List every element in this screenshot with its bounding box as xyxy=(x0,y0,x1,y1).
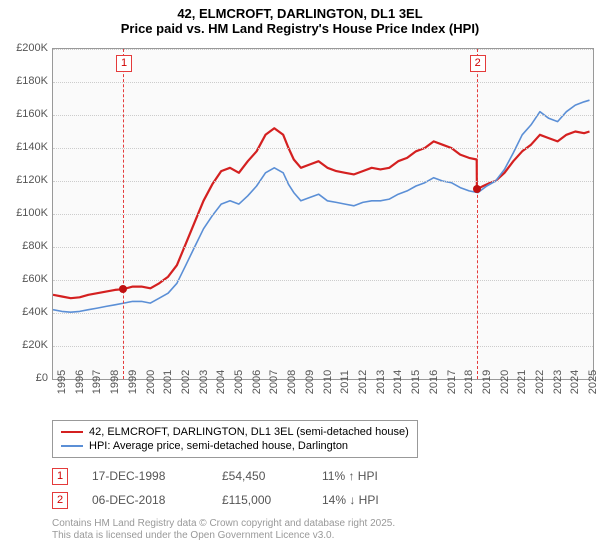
x-axis-label: 1995 xyxy=(56,370,68,394)
x-axis-label: 2002 xyxy=(180,370,192,394)
x-axis-label: 2014 xyxy=(392,370,404,394)
event-date-2: 06-DEC-2018 xyxy=(92,493,222,507)
x-axis-label: 2009 xyxy=(304,370,316,394)
y-axis-label: £200K xyxy=(4,42,48,54)
x-axis-label: 2025 xyxy=(587,370,599,394)
gridline-h xyxy=(53,346,593,347)
x-axis-label: 2020 xyxy=(499,370,511,394)
gridline-h xyxy=(53,214,593,215)
x-axis-label: 2003 xyxy=(198,370,210,394)
x-axis-label: 2017 xyxy=(446,370,458,394)
legend-item-0: 42, ELMCROFT, DARLINGTON, DL1 3EL (semi-… xyxy=(61,425,409,439)
plot-area: 12 xyxy=(52,48,594,380)
event-price-2: £115,000 xyxy=(222,493,322,507)
event-badge-1: 1 xyxy=(52,468,68,485)
x-axis-label: 2022 xyxy=(534,370,546,394)
x-axis-label: 2024 xyxy=(569,370,581,394)
event-line xyxy=(123,49,124,379)
x-axis-label: 2007 xyxy=(268,370,280,394)
event-marker xyxy=(473,185,481,193)
title-block: 42, ELMCROFT, DARLINGTON, DL1 3EL Price … xyxy=(0,0,600,36)
x-axis-label: 2011 xyxy=(339,370,351,394)
footer: Contains HM Land Registry data © Crown c… xyxy=(52,518,395,542)
event-diff-2: 14% ↓ HPI xyxy=(322,493,412,507)
y-axis-label: £20K xyxy=(4,339,48,351)
event-row-1: 1 17-DEC-1998 £54,450 11% ↑ HPI xyxy=(52,464,412,488)
gridline-h xyxy=(53,115,593,116)
event-price-1: £54,450 xyxy=(222,469,322,483)
gridline-h xyxy=(53,82,593,83)
event-date-1: 17-DEC-1998 xyxy=(92,469,222,483)
x-axis-label: 2016 xyxy=(428,370,440,394)
legend-item-1: HPI: Average price, semi-detached house,… xyxy=(61,439,409,453)
footer-line1: Contains HM Land Registry data © Crown c… xyxy=(52,518,395,530)
y-axis-label: £60K xyxy=(4,273,48,285)
event-marker xyxy=(119,285,127,293)
x-axis-label: 2006 xyxy=(251,370,263,394)
x-axis-label: 1997 xyxy=(91,370,103,394)
x-axis-label: 2021 xyxy=(516,370,528,394)
x-axis-label: 2010 xyxy=(322,370,334,394)
x-axis-label: 1999 xyxy=(127,370,139,394)
gridline-h xyxy=(53,148,593,149)
event-badge-2: 2 xyxy=(52,492,68,509)
title-line1: 42, ELMCROFT, DARLINGTON, DL1 3EL xyxy=(0,6,600,21)
title-line2: Price paid vs. HM Land Registry's House … xyxy=(0,21,600,36)
y-axis-label: £120K xyxy=(4,174,48,186)
gridline-h xyxy=(53,280,593,281)
legend-label-0: 42, ELMCROFT, DARLINGTON, DL1 3EL (semi-… xyxy=(89,425,409,439)
legend-swatch-0 xyxy=(61,431,83,433)
y-axis-label: £80K xyxy=(4,240,48,252)
event-diff-1: 11% ↑ HPI xyxy=(322,469,412,483)
gridline-h xyxy=(53,49,593,50)
x-axis-label: 2001 xyxy=(162,370,174,394)
footer-line2: This data is licensed under the Open Gov… xyxy=(52,530,395,542)
y-axis-label: £100K xyxy=(4,207,48,219)
gridline-h xyxy=(53,247,593,248)
y-axis-label: £0 xyxy=(4,372,48,384)
x-axis-label: 1998 xyxy=(109,370,121,394)
legend-swatch-1 xyxy=(61,445,83,447)
gridline-h xyxy=(53,181,593,182)
gridline-h xyxy=(53,313,593,314)
x-axis-label: 2018 xyxy=(463,370,475,394)
x-axis-label: 2013 xyxy=(375,370,387,394)
y-axis-label: £180K xyxy=(4,75,48,87)
y-axis-label: £160K xyxy=(4,108,48,120)
event-tag: 2 xyxy=(470,55,486,72)
events-table: 1 17-DEC-1998 £54,450 11% ↑ HPI 2 06-DEC… xyxy=(52,464,412,512)
x-axis-label: 1996 xyxy=(74,370,86,394)
y-axis-label: £40K xyxy=(4,306,48,318)
x-axis-label: 2012 xyxy=(357,370,369,394)
y-axis-label: £140K xyxy=(4,141,48,153)
event-tag: 1 xyxy=(116,55,132,72)
legend: 42, ELMCROFT, DARLINGTON, DL1 3EL (semi-… xyxy=(52,420,418,458)
legend-label-1: HPI: Average price, semi-detached house,… xyxy=(89,439,348,453)
event-row-2: 2 06-DEC-2018 £115,000 14% ↓ HPI xyxy=(52,488,412,512)
x-axis-label: 2005 xyxy=(233,370,245,394)
x-axis-label: 2000 xyxy=(145,370,157,394)
x-axis-label: 2023 xyxy=(552,370,564,394)
x-axis-label: 2008 xyxy=(286,370,298,394)
x-axis-label: 2004 xyxy=(215,370,227,394)
event-line xyxy=(477,49,478,379)
x-axis-label: 2019 xyxy=(481,370,493,394)
chart-container: 42, ELMCROFT, DARLINGTON, DL1 3EL Price … xyxy=(0,0,600,560)
x-axis-label: 2015 xyxy=(410,370,422,394)
